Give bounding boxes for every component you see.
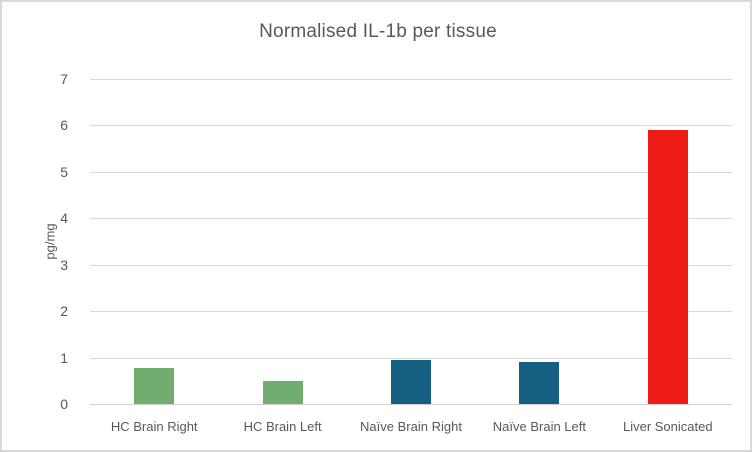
y-axis-tick-label: 4 — [60, 210, 68, 227]
y-axis-tick-label: 2 — [60, 303, 68, 320]
y-gridline — [90, 218, 732, 220]
y-gridline — [90, 311, 732, 313]
bar-na-ve-brain-right — [391, 359, 431, 404]
y-axis-tick-label: 7 — [60, 71, 68, 87]
y-axis-tick-label: 5 — [60, 163, 68, 180]
y-gridline — [90, 264, 732, 266]
bar-hc-brain-left — [262, 380, 303, 404]
x-axis-category-label: Liver Sonicated — [622, 419, 713, 434]
bar-na-ve-brain-left — [519, 361, 560, 404]
y-axis-tick-label: 6 — [60, 117, 68, 134]
x-axis-category-label: Naïve Brain Left — [492, 419, 586, 434]
x-axis-category-label: HC Brain Left — [243, 419, 322, 434]
y-gridline — [90, 125, 732, 127]
y-axis-tick-label: 0 — [60, 396, 68, 412]
y-gridline — [90, 79, 732, 80]
bar-hc-brain-right — [134, 367, 175, 404]
x-axis-category-label: Naïve Brain Right — [360, 419, 462, 434]
y-gridline — [90, 357, 732, 359]
x-axis-category-label: HC Brain Right — [110, 419, 198, 434]
y-axis-tick-label: 1 — [60, 349, 68, 366]
bar-liver-sonicated — [647, 129, 688, 404]
x-axis-line — [90, 404, 732, 405]
y-axis-title: pg/mg — [42, 223, 58, 260]
chart-title: Normalised IL-1b per tissue — [259, 21, 497, 42]
y-gridline — [90, 171, 732, 173]
y-axis-tick-label: 3 — [60, 256, 68, 273]
